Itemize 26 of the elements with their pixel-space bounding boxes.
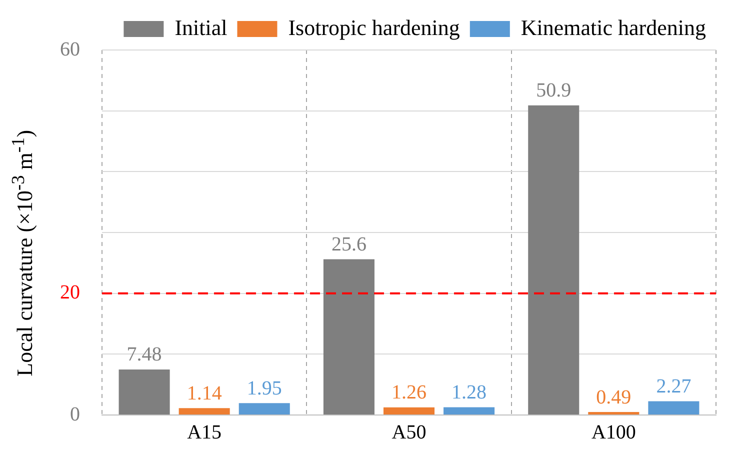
- x-tick-label: A100: [591, 421, 636, 444]
- bar: [118, 369, 170, 414]
- y-tick-label: 0: [70, 403, 80, 426]
- data-label: 25.6: [331, 234, 366, 256]
- bar: [238, 403, 290, 414]
- data-label: 50.9: [536, 80, 572, 102]
- data-label: 1.26: [392, 382, 426, 404]
- bar: [648, 401, 700, 414]
- data-label: 1.14: [186, 382, 222, 404]
- legend-label: Initial: [174, 14, 228, 40]
- bar: [444, 407, 495, 414]
- data-label: 2.27: [656, 375, 692, 398]
- legend-label: Isotropic hardening: [288, 14, 460, 40]
- y-tick-label: 60: [60, 38, 80, 60]
- data-label: 1.28: [452, 381, 487, 404]
- bar: [383, 407, 435, 414]
- x-tick-label: A50: [392, 421, 426, 444]
- data-label: 1.95: [246, 377, 282, 400]
- bar: [323, 259, 374, 414]
- x-tick-label: A15: [187, 421, 222, 444]
- bar: [178, 408, 230, 414]
- legend-label: Kinematic hardening: [520, 14, 706, 40]
- data-label: 7.48: [126, 344, 162, 366]
- ref-line-label: 20: [60, 282, 80, 304]
- bar: [528, 105, 580, 414]
- data-label: 0.49: [596, 386, 632, 408]
